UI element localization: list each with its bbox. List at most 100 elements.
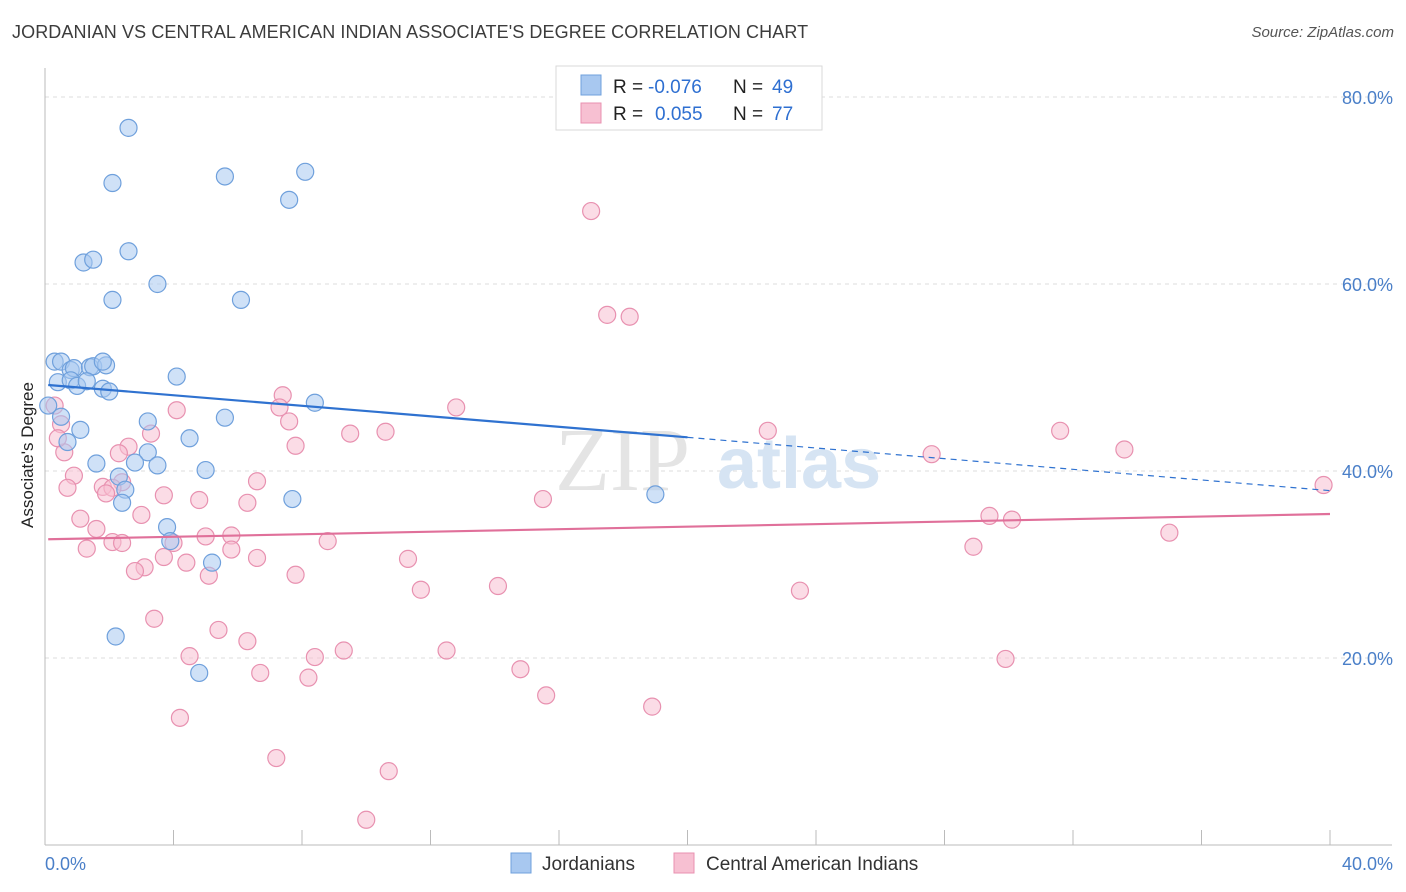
jordanian-point [71,420,90,439]
cai-point [154,486,173,505]
axes [44,68,1392,846]
jordanian-point [103,173,122,193]
legend-box: R = -0.076 N = 49 R = 0.055 N = 77 [555,65,823,131]
legend-r-label-2: R = [613,104,643,125]
legend-swatch-cai [580,102,602,124]
cai-point [145,609,164,628]
jordanian-point [280,190,299,209]
jordanian-point [138,443,157,462]
legend-r-label-1: R = [613,77,643,98]
cai-point [190,490,209,510]
cai-point [267,748,286,768]
cai-point [167,401,186,420]
jordanian-point [106,627,125,646]
cai-point [996,649,1015,669]
jordanian-point [93,352,112,371]
cai-point [238,632,257,651]
cai-point [1051,421,1070,440]
jordanian-point [51,407,71,426]
legend-r-value-2: 0.055 [655,104,703,125]
y-axis-label: Associate's Degree [18,382,37,528]
cai-point [398,549,418,568]
bottom-legend-cai: Central American Indians [706,854,918,875]
jordanian-point [283,489,302,509]
cai-point [71,509,90,528]
cai-point [964,537,983,556]
jordanian-point [646,485,665,504]
cai-point [77,539,96,558]
jordanian-point [231,290,251,309]
cai-point [411,580,430,599]
cai-point [1115,440,1134,459]
series-central-american-indians [45,201,1333,829]
cai-point [251,663,270,683]
legend-r-value-1: -0.076 [648,77,702,98]
cai-point [222,540,241,559]
jordanian-point [119,118,138,137]
cai-point [58,478,77,497]
cai-point [379,762,398,781]
bottom-legend-swatch-cai [673,852,695,874]
chart-title: JORDANIAN VS CENTRAL AMERICAN INDIAN ASS… [12,22,809,42]
bottom-legend-swatch-jordanians [510,852,532,874]
cai-point [643,697,662,716]
y-tick-label: 20.0% [1342,649,1393,669]
cai-point [357,810,376,829]
legend-n-label-1: N = [733,77,763,98]
cai-point [437,641,456,660]
cai-point [537,686,556,705]
cai-point [286,436,305,455]
cai-point [790,581,810,600]
tick-labels: 20.0% 40.0% 60.0% 80.0% 0.0% 40.0% [45,88,1393,874]
jordanian-point [190,663,209,683]
jordanian-point [39,396,58,415]
watermark-zip: ZIP [555,411,690,510]
legend-n-value-2: 77 [772,104,793,125]
jordanian-point [161,532,180,551]
cai-point [87,519,106,539]
watermark: ZIP atlas [555,411,881,510]
jordanian-point [148,274,167,294]
bottom-legend: Jordanians Central American Indians [510,852,918,875]
cai-point [154,547,173,567]
jordanian-point [296,162,315,181]
jordanian-point [138,412,157,431]
legend-n-value-1: 49 [772,77,793,98]
cai-point [177,553,196,572]
jordanian-point [196,460,215,480]
jordanian-point [103,290,122,309]
cai-point [922,445,941,464]
cai-point [96,484,116,503]
jordanian-trend-line [48,383,688,439]
y-tick-label: 80.0% [1342,88,1393,108]
jordanian-point [119,242,138,261]
cai-point [1160,523,1179,542]
bottom-legend-jordanians: Jordanians [542,854,635,875]
cai-point [376,422,395,441]
jordanian-point [167,367,186,386]
cai-point [447,398,466,417]
jordanian-point [148,456,167,475]
cai-point [170,708,190,727]
cai-point [758,421,777,440]
y-tick-label: 60.0% [1342,275,1393,295]
jordanian-point [180,429,199,448]
cai-point [247,472,267,491]
jordanian-trend-extension [687,436,1331,492]
cai-point [318,532,337,551]
cai-point [286,565,305,584]
source-label: Source: ZipAtlas.com [1251,24,1394,41]
cai-point [238,493,257,512]
x-tick-label: 0.0% [45,854,86,874]
jordanian-point [77,372,96,391]
jordanian-point [305,393,324,412]
series-jordanians [39,118,665,683]
jordanian-point [202,553,222,572]
cai-point [305,647,324,667]
cai-point [533,489,553,509]
watermark-atlas: atlas [717,424,881,504]
legend-swatch-jordanians [580,74,602,96]
jordanian-point [87,454,106,473]
cai-point [620,307,639,326]
